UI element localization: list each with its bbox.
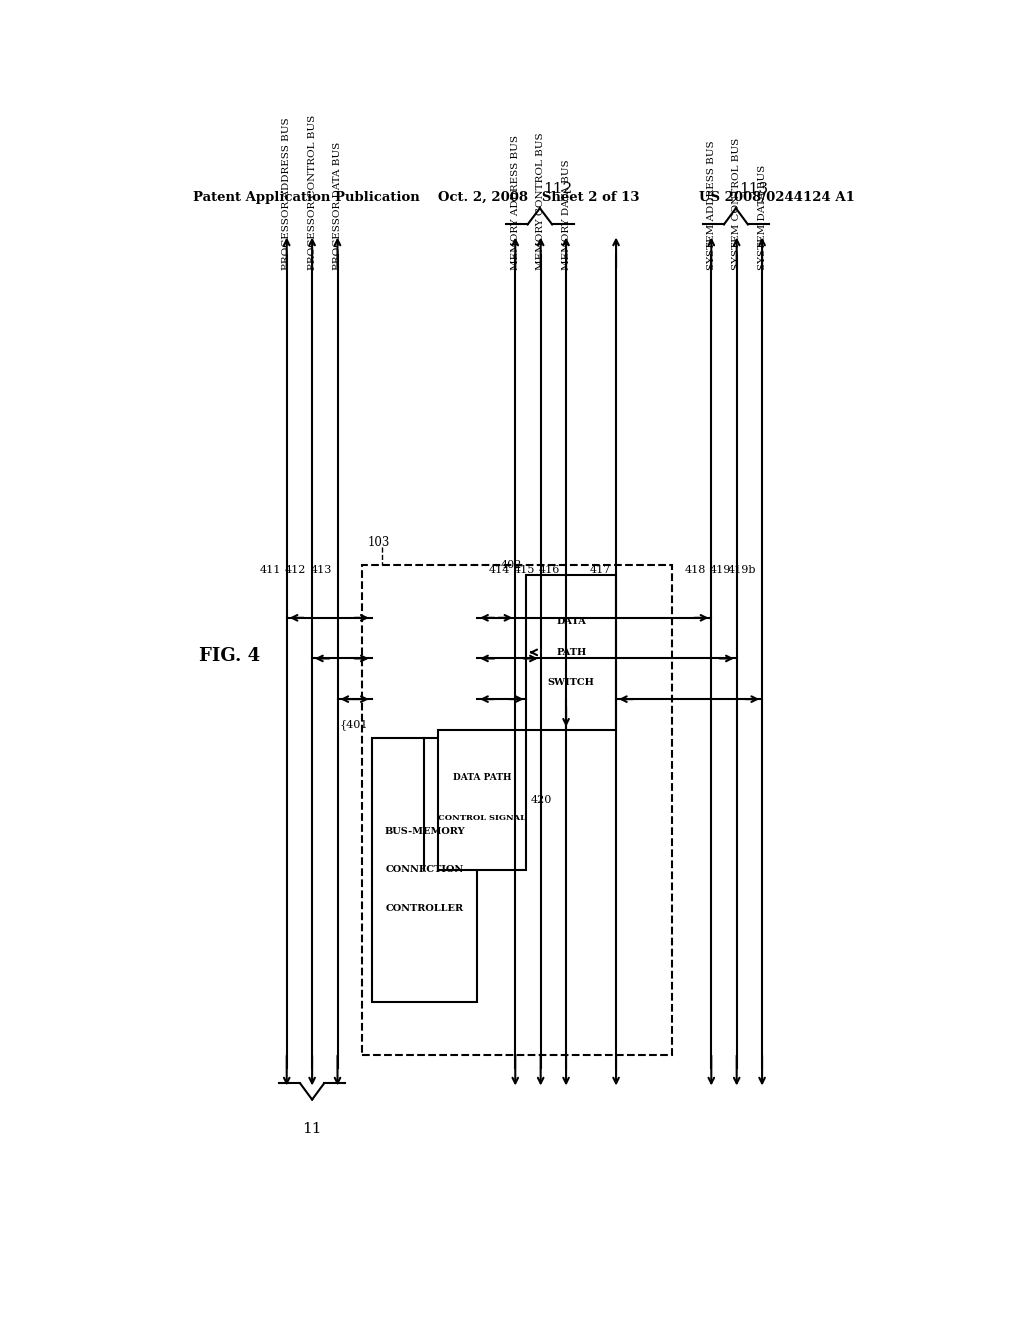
Text: 418: 418	[684, 565, 706, 576]
Text: Patent Application Publication: Patent Application Publication	[194, 191, 420, 203]
Text: 419b: 419b	[728, 565, 757, 576]
Text: MEMORY CONTROL BUS: MEMORY CONTROL BUS	[537, 132, 545, 271]
Text: SYSTEM DATA BUS: SYSTEM DATA BUS	[758, 165, 767, 271]
Text: PATH: PATH	[556, 648, 587, 657]
Text: 112: 112	[543, 182, 572, 195]
Text: MEMORY ADDRESS BUS: MEMORY ADDRESS BUS	[511, 135, 520, 271]
Text: {401: {401	[339, 719, 368, 730]
Text: CONTROLLER: CONTROLLER	[385, 904, 464, 913]
FancyBboxPatch shape	[372, 738, 477, 1002]
Text: 11: 11	[302, 1122, 322, 1137]
Text: DATA PATH: DATA PATH	[453, 774, 511, 781]
Text: US 2008/0244124 A1: US 2008/0244124 A1	[699, 191, 855, 203]
Text: CONTROL SIGNAL: CONTROL SIGNAL	[438, 814, 526, 822]
Text: PROCESSOR ADDRESS BUS: PROCESSOR ADDRESS BUS	[283, 117, 291, 271]
Text: PROCESSOR CONTROL BUS: PROCESSOR CONTROL BUS	[307, 115, 316, 271]
Text: SYSTEM ADDRESS BUS: SYSTEM ADDRESS BUS	[707, 140, 716, 271]
Text: BUS-MEMORY: BUS-MEMORY	[384, 826, 465, 836]
Text: 103: 103	[368, 536, 390, 549]
Text: CONNECTION: CONNECTION	[385, 866, 464, 874]
Text: 402: 402	[501, 560, 522, 570]
Text: 417: 417	[589, 565, 610, 576]
Text: Oct. 2, 2008   Sheet 2 of 13: Oct. 2, 2008 Sheet 2 of 13	[437, 191, 639, 203]
Text: SYSTEM CONTROL BUS: SYSTEM CONTROL BUS	[732, 139, 741, 271]
Text: MEMORY DATA BUS: MEMORY DATA BUS	[561, 160, 570, 271]
Text: 411: 411	[260, 565, 282, 576]
Text: 420: 420	[530, 795, 552, 805]
Text: 419: 419	[710, 565, 731, 576]
Text: 113: 113	[738, 182, 768, 195]
Text: 414: 414	[488, 565, 510, 576]
Text: FIG. 4: FIG. 4	[200, 647, 260, 665]
FancyBboxPatch shape	[526, 576, 616, 730]
Text: 413: 413	[310, 565, 332, 576]
Text: 412: 412	[286, 565, 306, 576]
Text: DATA: DATA	[556, 618, 586, 627]
Text: 415: 415	[514, 565, 536, 576]
FancyBboxPatch shape	[437, 730, 526, 870]
Text: 416: 416	[540, 565, 560, 576]
Text: PROCESSOR DATA BUS: PROCESSOR DATA BUS	[333, 143, 342, 271]
Text: SWITCH: SWITCH	[548, 678, 595, 688]
